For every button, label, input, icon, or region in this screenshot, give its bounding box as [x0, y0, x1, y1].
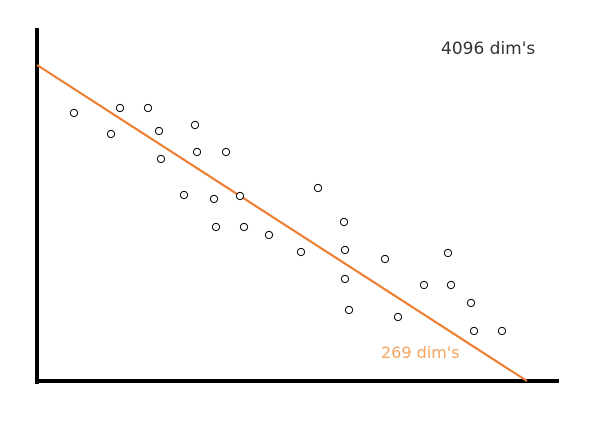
data-point-1	[69, 108, 79, 118]
data-point-24	[419, 280, 429, 290]
data-point-4	[143, 103, 153, 113]
data-point-27	[466, 298, 476, 308]
data-point-6	[156, 154, 166, 164]
data-point-20	[340, 274, 350, 284]
data-point-17	[313, 183, 323, 193]
data-point-11	[211, 222, 221, 232]
data-point-12	[221, 147, 231, 157]
data-point-10	[209, 194, 219, 204]
data-point-22	[380, 254, 390, 264]
data-point-2	[106, 129, 116, 139]
data-point-21	[344, 305, 354, 315]
data-point-28	[469, 326, 479, 336]
data-point-15	[264, 230, 274, 240]
data-point-29	[497, 326, 507, 336]
data-point-13	[235, 191, 245, 201]
data-point-8	[190, 120, 200, 130]
trend-line	[36, 64, 528, 382]
data-point-9	[192, 147, 202, 157]
data-point-7	[179, 190, 189, 200]
trend-line-annotation: 269 dim's	[381, 343, 460, 362]
data-point-19	[340, 245, 350, 255]
data-point-26	[446, 280, 456, 290]
top-right-annotation: 4096 dim's	[441, 39, 535, 59]
data-point-5	[154, 126, 164, 136]
data-point-23	[393, 312, 403, 322]
data-point-16	[296, 247, 306, 257]
data-point-14	[239, 222, 249, 232]
data-point-25	[443, 248, 453, 258]
data-points	[69, 103, 507, 336]
data-point-18	[339, 217, 349, 227]
data-point-3	[115, 103, 125, 113]
